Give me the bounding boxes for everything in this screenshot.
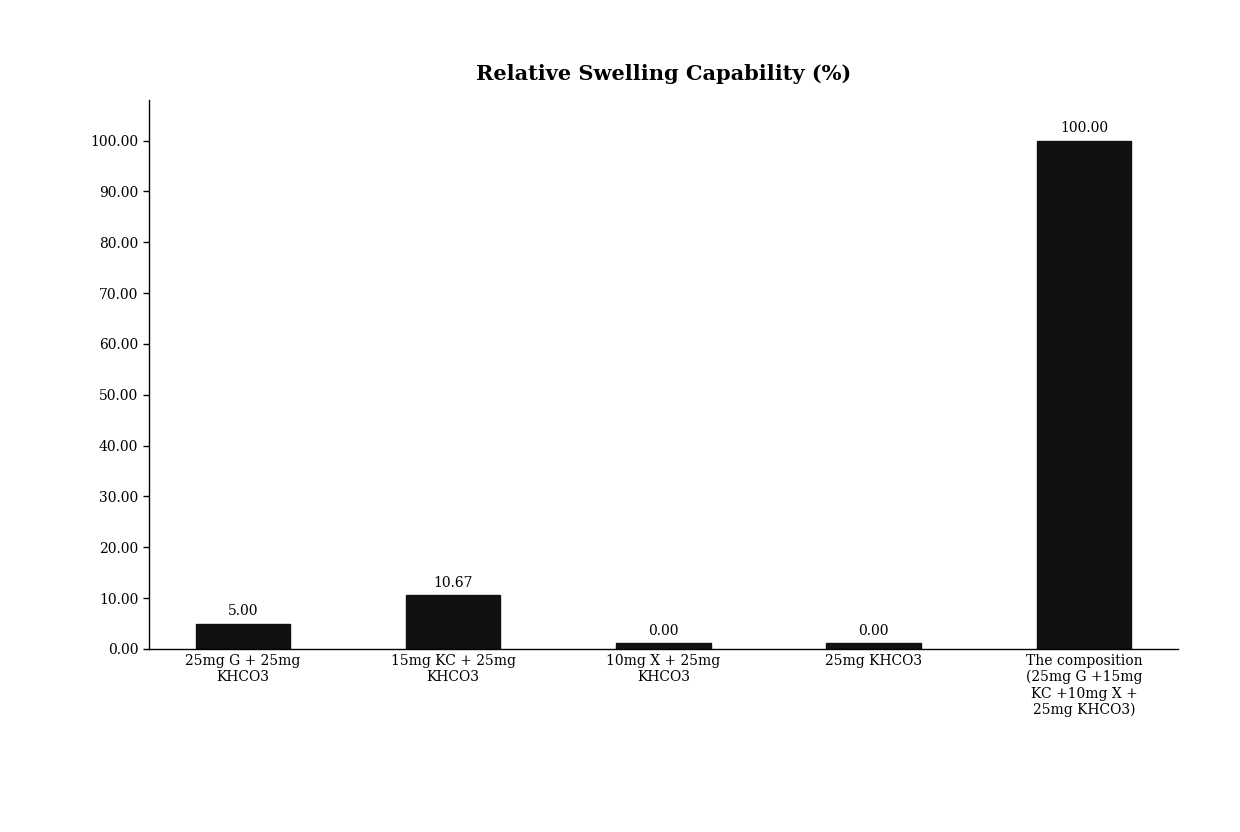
Text: 0.00: 0.00 xyxy=(858,624,889,638)
Bar xyxy=(405,595,501,649)
Bar xyxy=(826,643,921,649)
Text: 10.67: 10.67 xyxy=(434,576,472,590)
Text: 100.00: 100.00 xyxy=(1060,121,1109,136)
Text: 5.00: 5.00 xyxy=(228,605,258,618)
Bar xyxy=(196,623,290,649)
Text: 0.00: 0.00 xyxy=(649,624,678,638)
Bar xyxy=(1037,141,1131,649)
Bar xyxy=(616,643,711,649)
Title: Relative Swelling Capability (%): Relative Swelling Capability (%) xyxy=(476,64,851,84)
